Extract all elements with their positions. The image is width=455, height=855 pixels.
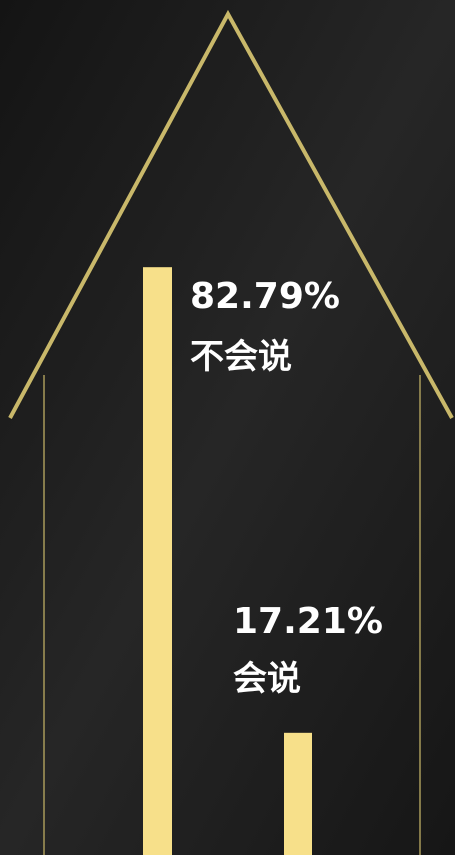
value-label: 17.21%: [233, 601, 383, 642]
bar: [143, 267, 172, 855]
bar: [284, 732, 312, 855]
value-label: 82.79%: [190, 276, 340, 317]
house-roof: [8, 9, 454, 419]
category-label: 会说: [233, 659, 301, 699]
category-label: 不会说: [190, 337, 292, 377]
